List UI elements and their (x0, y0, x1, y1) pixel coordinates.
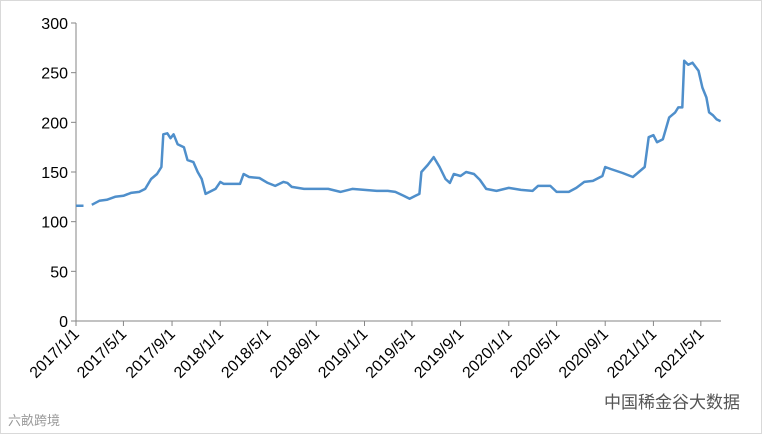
y-tick-label: 0 (59, 314, 68, 331)
y-tick-label: 250 (41, 66, 68, 83)
y-tick-label: 150 (41, 165, 68, 182)
watermark: 中国稀金谷大数据 (604, 393, 740, 412)
y-tick-label: 200 (41, 115, 68, 132)
watermark: 六畝跨境 (8, 413, 60, 428)
y-tick-label: 50 (50, 264, 68, 281)
y-tick-label: 300 (41, 16, 68, 33)
y-tick-label: 100 (41, 215, 68, 232)
series-line (76, 59, 722, 208)
